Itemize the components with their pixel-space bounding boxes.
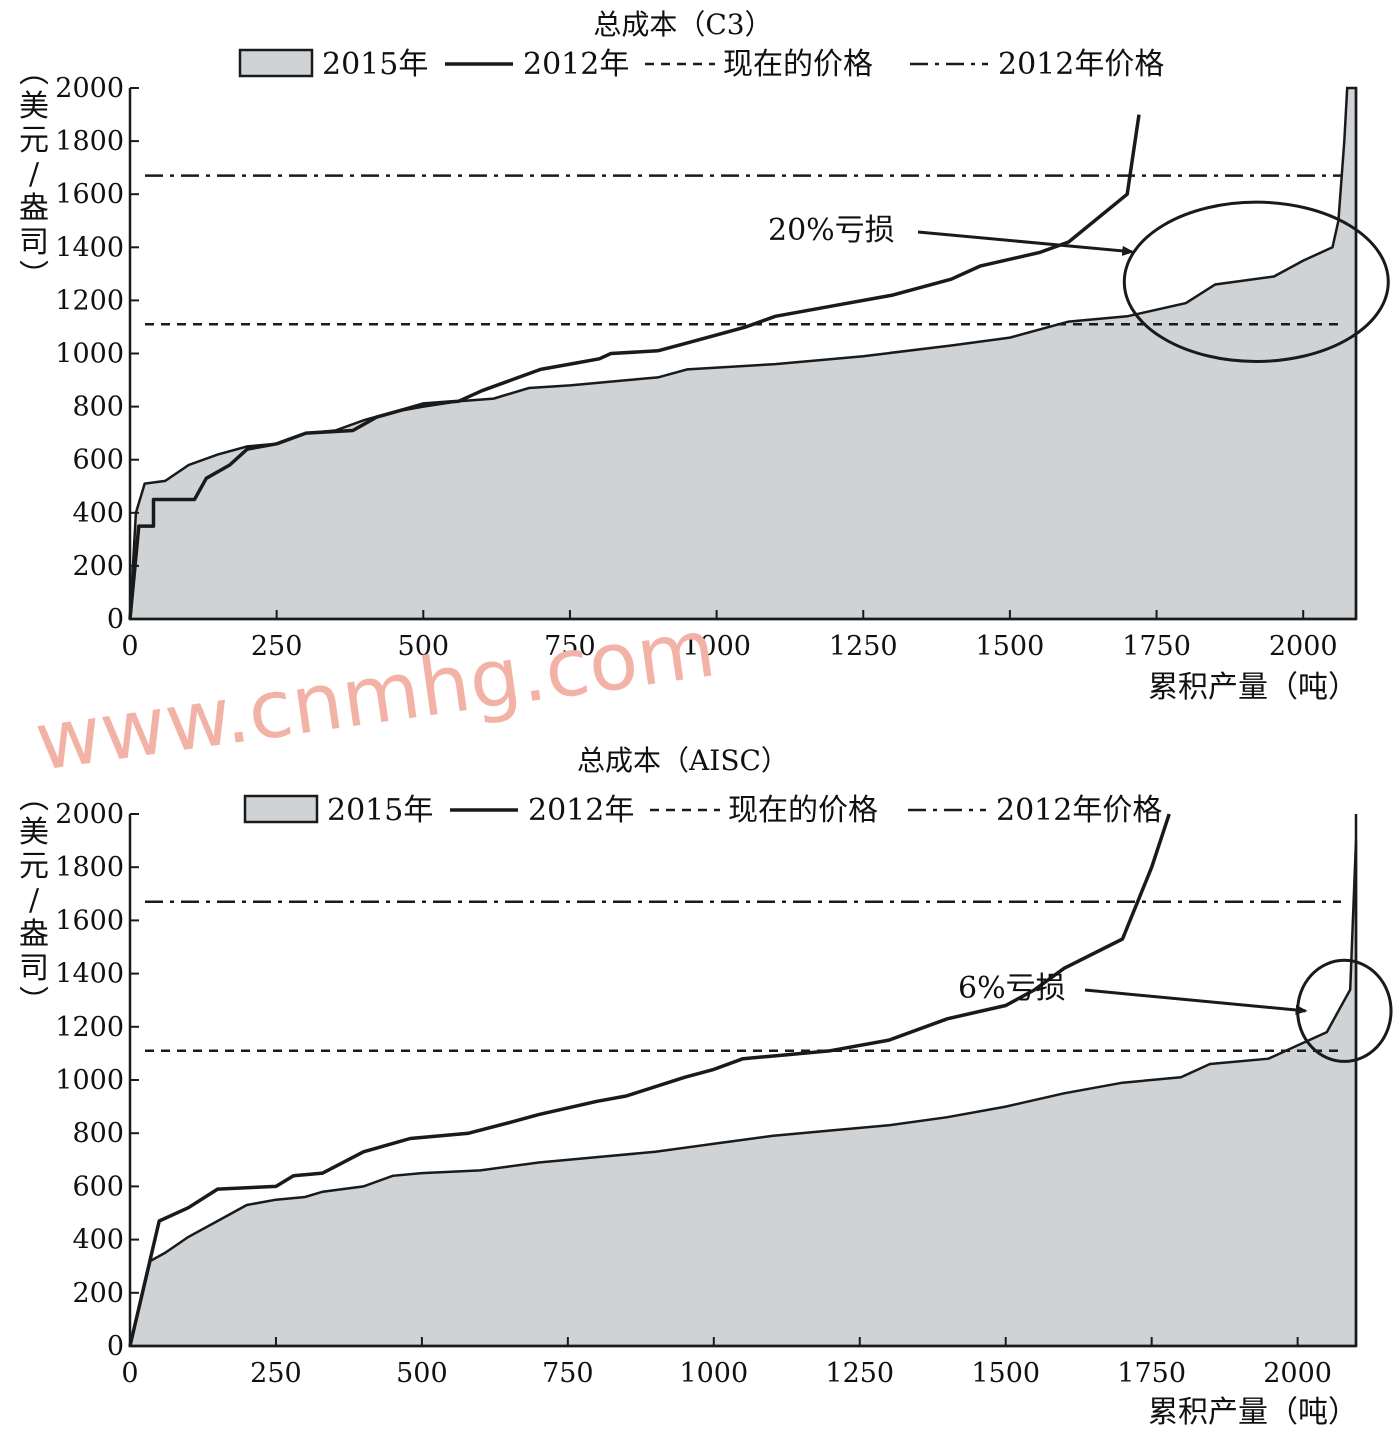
y-tick-label: 600 <box>72 445 124 476</box>
legend-2015-label: 2015年 <box>322 47 428 82</box>
y-tick-label: 2000 <box>55 799 124 830</box>
y-tick-label: 200 <box>72 1278 124 1309</box>
y-tick-label: 1800 <box>55 852 124 883</box>
y-tick-label: 1400 <box>55 232 124 263</box>
annotation-arrow <box>1084 988 1308 1015</box>
x-tick-label: 1750 <box>1117 1358 1186 1389</box>
y-tick-label: 800 <box>72 392 124 423</box>
x-axis-label: 累积产量（吨） <box>1148 670 1358 705</box>
y-tick-label: 1600 <box>55 179 124 210</box>
x-axis-label: 累积产量（吨） <box>1148 1395 1358 1430</box>
series-2015-area <box>128 86 1358 621</box>
y-tick-label: 1000 <box>55 339 124 370</box>
y-tick-label: 800 <box>72 1118 124 1149</box>
x-tick-label: 1500 <box>971 1358 1040 1389</box>
x-tick-label: 0 <box>121 1358 138 1389</box>
x-tick-label: 250 <box>251 631 303 662</box>
x-tick-label: 750 <box>544 631 596 662</box>
annotation-label: 6%亏损 <box>958 971 1066 1006</box>
y-tick-label: 200 <box>72 551 124 582</box>
y-tick-label: 1000 <box>55 1065 124 1096</box>
y-tick-label: 600 <box>72 1171 124 1202</box>
x-tick-label: 2000 <box>1269 631 1338 662</box>
legend-2012-label: 2012年 <box>528 793 634 828</box>
y-tick-label: 1200 <box>55 1012 124 1043</box>
y-axis-label: ︵美元∕盎司︶ <box>19 55 49 294</box>
annotation-ellipse <box>1122 200 1390 363</box>
x-tick-label: 0 <box>121 631 138 662</box>
x-tick-label: 250 <box>250 1358 302 1389</box>
legend-2012-price-label: 2012年价格 <box>996 793 1162 828</box>
x-tick-label: 1750 <box>1122 631 1191 662</box>
y-tick-label: 0 <box>107 604 124 635</box>
series-2012-line <box>128 114 1141 620</box>
legend-2012-price-label: 2012年价格 <box>998 47 1164 82</box>
x-tick-label: 1000 <box>682 631 751 662</box>
legend-2015-swatch <box>238 48 314 78</box>
y-tick-label: 2000 <box>55 73 124 104</box>
y-tick-label: 0 <box>107 1331 124 1362</box>
legend-current-price-label: 现在的价格 <box>728 793 878 828</box>
chart-c3: 总成本（C3） 0 200 400 600 800 1000 1200 1400 1600 1800… <box>19 8 1390 705</box>
y-tick-label: 400 <box>72 498 124 529</box>
x-tick-label: 1500 <box>976 631 1045 662</box>
y-tick-label: 1600 <box>55 905 124 936</box>
y-tick-label: 1400 <box>55 959 124 990</box>
series-2015-area <box>128 840 1358 1348</box>
annotation-arrow <box>917 230 1135 256</box>
x-tick-label: 500 <box>398 631 450 662</box>
y-tick-label: 400 <box>72 1225 124 1256</box>
legend-current-price-label: 现在的价格 <box>723 47 873 82</box>
y-tick-label: 1200 <box>55 285 124 316</box>
chart-aisc: 总成本（AISC） 0 200 400 600 800 1000 1200 1400 1600 18… <box>19 744 1393 1430</box>
chart-title: 总成本（AISC） <box>577 744 789 777</box>
legend-2015-label: 2015年 <box>327 793 433 828</box>
chart-title: 总成本（C3） <box>593 8 772 41</box>
x-tick-label: 1250 <box>829 631 898 662</box>
x-tick-label: 1250 <box>825 1358 894 1389</box>
annotation-label: 20%亏损 <box>768 213 895 248</box>
x-tick-label: 2000 <box>1263 1358 1332 1389</box>
legend-2015-swatch <box>243 794 319 824</box>
x-tick-label: 500 <box>396 1358 448 1389</box>
series-2012-line <box>128 813 1171 1347</box>
y-axis-label: ︵美元∕盎司︶ <box>19 781 49 1020</box>
y-tick-label: 1800 <box>55 126 124 157</box>
legend-2012-label: 2012年 <box>523 47 629 82</box>
x-tick-label: 1000 <box>679 1358 748 1389</box>
x-tick-label: 750 <box>542 1358 594 1389</box>
